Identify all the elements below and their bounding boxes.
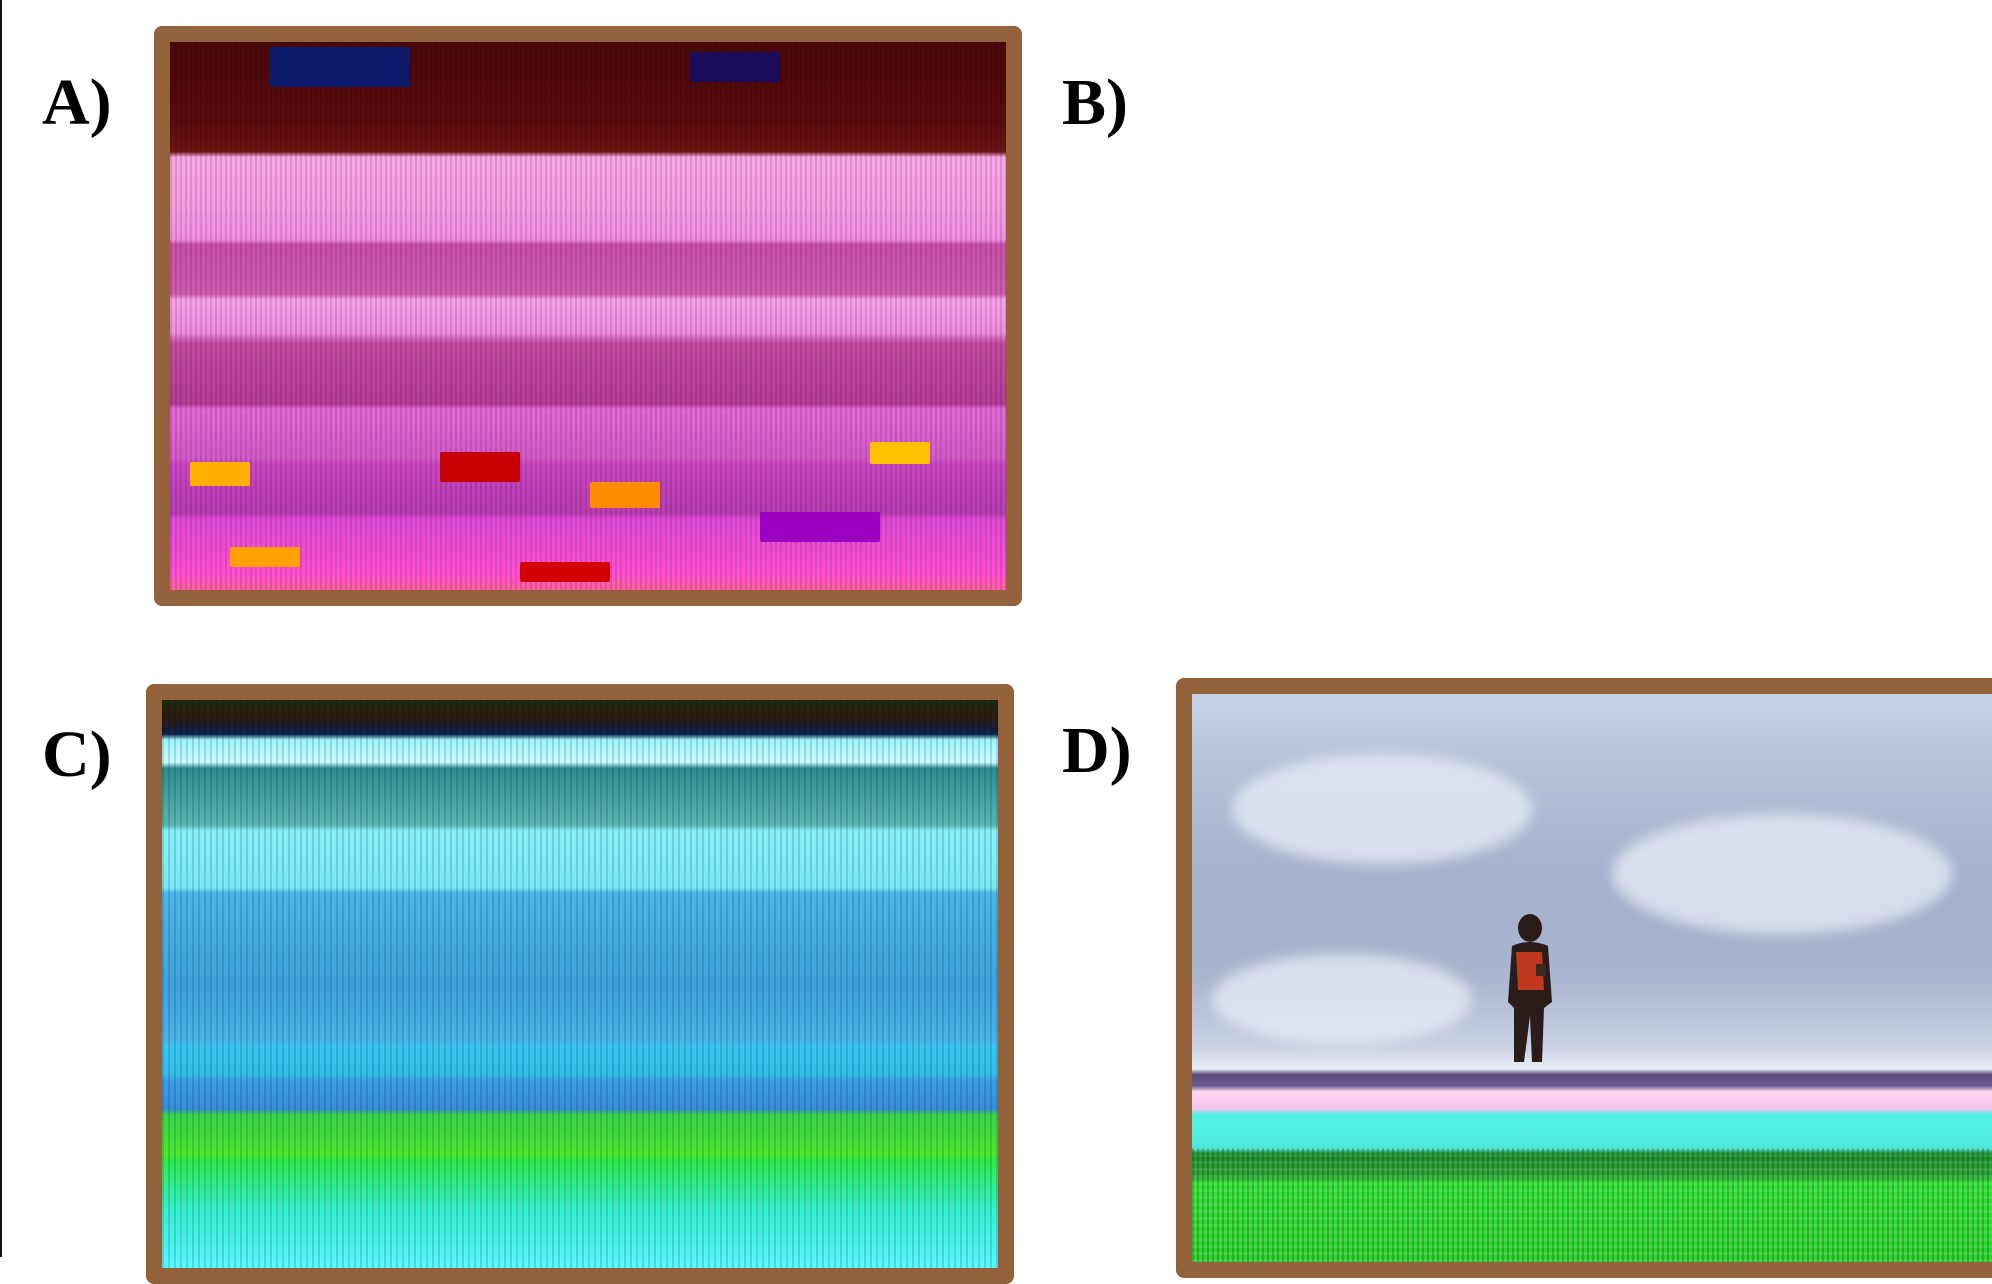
panel-label-d: D) bbox=[1062, 714, 1132, 787]
photo-artifact bbox=[440, 452, 520, 482]
photo-artifact bbox=[870, 442, 930, 464]
photo-artifact bbox=[230, 547, 300, 567]
photo-artifact bbox=[760, 512, 880, 542]
panel-a-photo bbox=[170, 42, 1006, 590]
photo-artifact bbox=[520, 562, 610, 582]
panel-d-photo-frame bbox=[1176, 678, 1992, 1278]
photo-artifact bbox=[690, 52, 780, 82]
panel-label-b: B) bbox=[1062, 66, 1128, 139]
photo-artifact bbox=[190, 462, 250, 486]
photo-artifact bbox=[590, 482, 660, 508]
panel-d-photo bbox=[1192, 694, 1992, 1262]
left-edge-rule bbox=[0, 0, 2, 1257]
panel-label-a: A) bbox=[42, 66, 112, 139]
panel-c-photo bbox=[162, 700, 998, 1268]
panel-c-photo-frame bbox=[146, 684, 1014, 1284]
panel-label-c: C) bbox=[42, 718, 112, 791]
person-silhouette bbox=[1508, 914, 1552, 1062]
photo-artifact bbox=[270, 47, 410, 87]
panel-a-photo-frame bbox=[154, 26, 1022, 606]
